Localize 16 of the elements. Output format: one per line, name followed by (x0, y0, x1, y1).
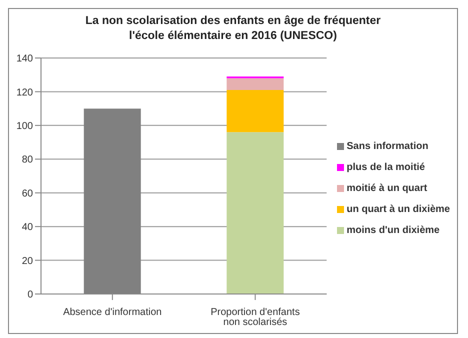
y-tick-label: 0 (27, 290, 34, 301)
y-tick-label: 40 (22, 222, 34, 234)
x-tick-label: Proportion d'enfants non scolarisés (210, 307, 300, 328)
legend-label: moitié à un quart (346, 182, 428, 194)
legend-label: un quart à un dixième (346, 204, 450, 214)
y-tick-label: 140 (16, 54, 34, 65)
y-tick-label: 80 (22, 154, 34, 166)
legend-label: moins d'un dixième (346, 224, 440, 236)
legend-label: Sans information (346, 140, 428, 152)
y-tick-label: 20 (22, 256, 34, 267)
y-tick-label: 60 (22, 188, 34, 200)
chart-title: La non scolarisation des enfants en âge de fréquenter l'école élémentaire en 2016 (UNESCO) (84, 14, 382, 44)
legend-label: plus de la moitié (346, 162, 425, 172)
y-tick-label: 100 (16, 120, 34, 132)
x-tick-label: Absence d'information (63, 307, 162, 318)
y-tick-label: 120 (16, 87, 34, 98)
